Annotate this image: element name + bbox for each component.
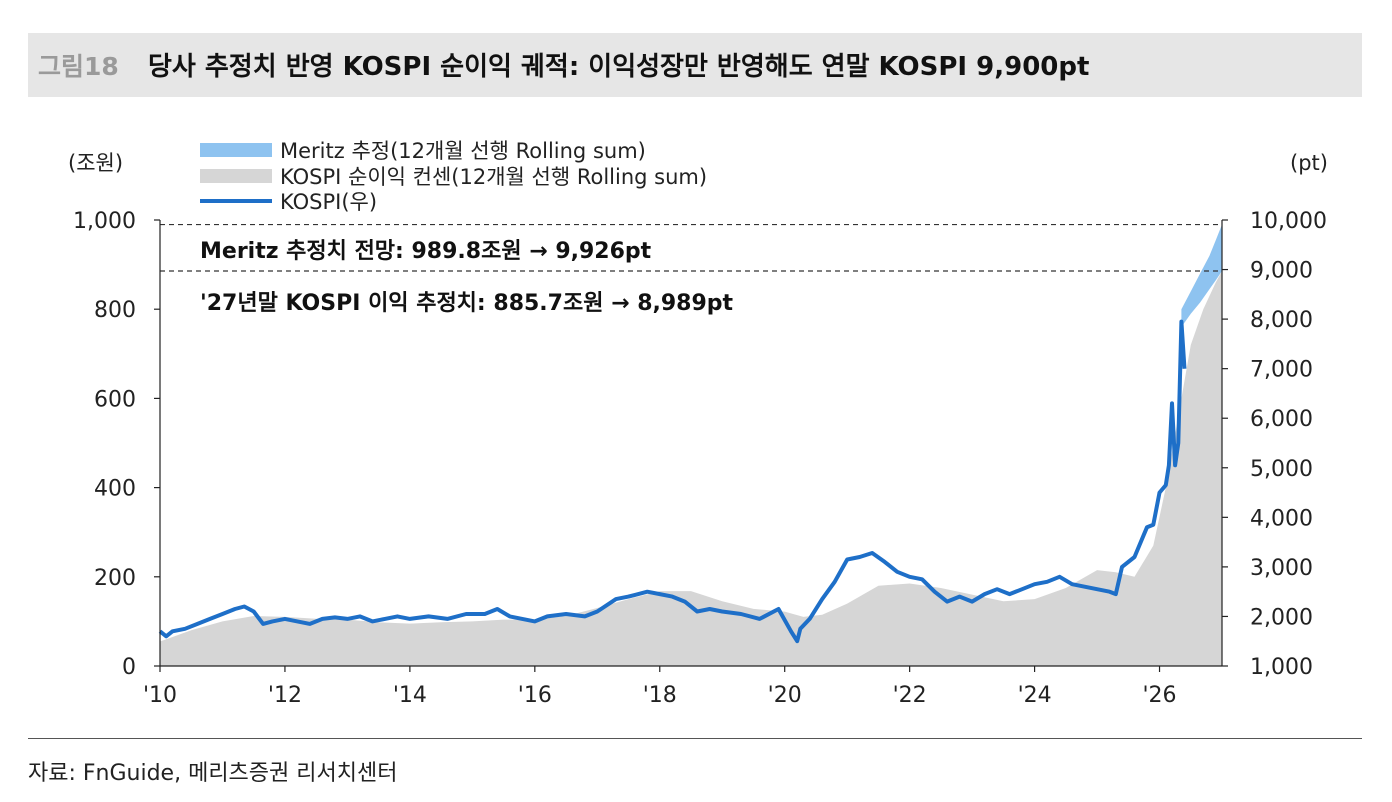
x-tick-label: '18 [643,683,677,708]
x-tick-label: '16 [518,683,552,708]
left-tick-label: 600 [94,387,136,412]
figure-title: 당사 추정치 반영 KOSPI 순이익 궤적: 이익성장만 반영해도 연말 KO… [148,52,1090,82]
consensus-area [160,271,1222,666]
right-tick-label: 2,000 [1250,605,1313,630]
legend: Meritz 추정(12개월 선행 Rolling sum)KOSPI 순이익 … [200,139,707,214]
right-tick-label: 10,000 [1250,209,1327,234]
kospi-earnings-chart: 0 200 400 600 800 1,000 1,000 2,000 3,000 4,000 5,… [68,139,1328,708]
left-tick-label: 200 [94,566,136,591]
left-tick-label: 400 [94,477,136,502]
legend-swatch-1 [200,143,272,157]
x-tick-label: '22 [893,683,927,708]
legend-label-1: Meritz 추정(12개월 선행 Rolling sum) [280,139,646,163]
right-tick-label: 7,000 [1250,358,1313,383]
legend-label-3: KOSPI(우) [280,190,377,214]
left-axis-unit: (조원) [68,151,123,175]
annotation-1: Meritz 추정치 전망: 989.8조원 → 9,926pt [200,239,652,264]
line-series-group [158,319,1187,644]
right-tick-label: 9,000 [1250,259,1313,284]
annotation-2: '27년말 KOSPI 이익 추정치: 885.7조원 → 8,989pt [200,291,734,316]
x-tick-label: '14 [393,683,427,708]
right-tick-label: 4,000 [1250,506,1313,531]
right-tick-label: 3,000 [1250,556,1313,581]
right-tick-label: 1,000 [1250,655,1313,680]
x-tick-label: '10 [143,683,177,708]
x-tick-label: '24 [1018,683,1052,708]
figure-title-bar: 그림18 당사 추정치 반영 KOSPI 순이익 궤적: 이익성장만 반영해도 … [28,33,1362,97]
annotation-group: Meritz 추정치 전망: 989.8조원 → 9,926pt '27년말 KO… [200,239,734,316]
x-tick-label: '12 [268,683,302,708]
left-tick-label: 0 [122,655,136,680]
left-tick-label: 1,000 [73,209,136,234]
kospi-line [158,319,1187,644]
right-axis-unit: (pt) [1290,151,1328,175]
right-tick-label: 8,000 [1250,308,1313,333]
axes-group: 0 200 400 600 800 1,000 1,000 2,000 3,000 4,000 5,… [68,151,1328,708]
meritz-estimate-area [1181,224,1222,327]
x-tick-label: '26 [1143,683,1177,708]
reference-lines [160,223,1222,272]
figure-number: 그림18 [38,52,119,81]
left-tick-label: 800 [94,298,136,323]
right-tick-label: 5,000 [1250,457,1313,482]
x-tick-label: '20 [768,683,802,708]
legend-label-2: KOSPI 순이익 컨센(12개월 선행 Rolling sum) [280,165,707,189]
area-series-group [160,224,1222,666]
legend-swatch-2 [200,169,272,183]
right-tick-label: 6,000 [1250,407,1313,432]
source-note: 자료: FnGuide, 메리츠증권 리서치센터 [28,761,398,786]
footer-divider [28,738,1362,739]
